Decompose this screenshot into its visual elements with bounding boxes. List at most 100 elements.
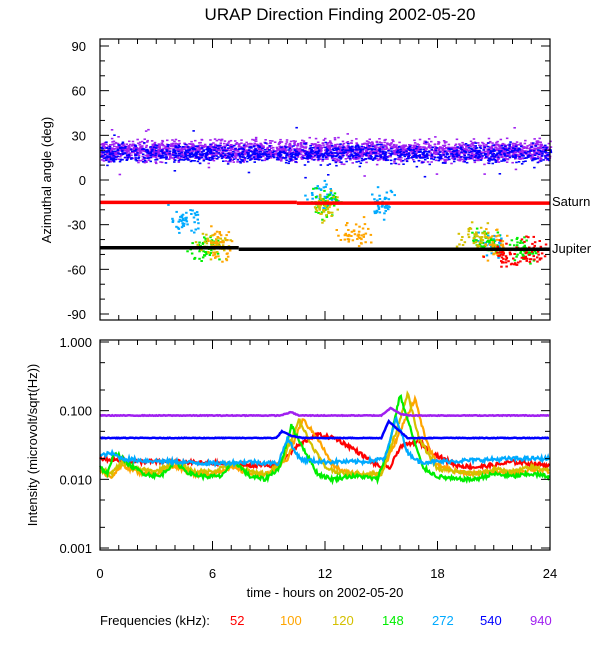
point: [408, 154, 411, 156]
point: [172, 149, 175, 152]
point: [474, 231, 478, 234]
point: [537, 150, 540, 152]
point: [522, 146, 525, 149]
point: [531, 153, 534, 156]
point: [174, 151, 177, 153]
point: [303, 150, 306, 152]
point: [534, 158, 538, 160]
point: [324, 146, 327, 149]
point: [328, 193, 331, 196]
point: [483, 163, 486, 166]
point: [357, 233, 360, 236]
point: [288, 158, 292, 160]
point: [414, 149, 417, 151]
point: [455, 155, 459, 158]
point: [533, 241, 537, 244]
point: [330, 189, 333, 192]
point: [200, 151, 204, 153]
point: [396, 149, 400, 151]
point: [106, 156, 110, 159]
point: [167, 203, 170, 206]
point: [125, 151, 128, 154]
point: [319, 148, 323, 150]
point: [229, 139, 233, 142]
point: [156, 154, 159, 156]
point: [378, 141, 382, 143]
point: [213, 138, 217, 140]
point: [329, 188, 332, 190]
point: [305, 157, 308, 160]
point: [523, 236, 526, 239]
point: [391, 139, 394, 141]
point: [475, 147, 479, 149]
point: [271, 152, 274, 155]
point: [319, 164, 323, 166]
point: [212, 233, 216, 236]
point: [328, 206, 331, 209]
point: [188, 143, 191, 145]
point: [198, 147, 201, 149]
point: [371, 159, 375, 161]
point: [160, 142, 163, 145]
point: [175, 154, 178, 157]
point: [390, 142, 393, 144]
point: [227, 140, 231, 143]
point: [276, 156, 279, 159]
point: [225, 252, 229, 255]
point: [269, 142, 272, 144]
point: [202, 149, 205, 151]
point: [166, 139, 169, 142]
point: [370, 153, 374, 155]
point: [452, 153, 455, 155]
point: [443, 144, 447, 147]
point: [118, 173, 122, 176]
point: [253, 145, 256, 148]
point: [387, 150, 390, 152]
point: [304, 142, 308, 145]
point: [306, 153, 309, 156]
point: [234, 149, 237, 152]
point: [481, 155, 484, 157]
point: [282, 147, 285, 149]
point: [412, 147, 415, 149]
point: [216, 251, 219, 253]
point: [463, 154, 466, 157]
point: [375, 163, 379, 166]
point: [499, 138, 503, 141]
ytick-label: 0.100: [59, 404, 92, 419]
point: [529, 258, 533, 261]
point: [506, 234, 509, 237]
point: [180, 151, 183, 154]
point: [190, 152, 193, 154]
point: [191, 148, 195, 151]
point: [358, 225, 361, 228]
point: [521, 241, 525, 244]
point: [397, 146, 401, 148]
point: [474, 146, 477, 148]
point: [455, 152, 459, 154]
point: [186, 250, 189, 253]
point: [460, 148, 464, 151]
point: [418, 146, 422, 148]
point: [368, 142, 371, 144]
point: [173, 144, 176, 146]
point: [293, 141, 296, 144]
point: [387, 152, 390, 154]
point: [243, 147, 246, 149]
point: [178, 154, 181, 157]
point: [539, 245, 543, 248]
legend-label: Frequencies (kHz):: [100, 613, 210, 628]
point: [497, 245, 501, 248]
point: [482, 142, 485, 145]
point: [456, 146, 459, 148]
point: [140, 159, 143, 162]
point: [196, 243, 199, 246]
point: [178, 142, 181, 145]
point: [389, 144, 392, 147]
point: [380, 143, 383, 146]
point: [401, 145, 404, 147]
point: [229, 149, 232, 152]
point: [184, 153, 187, 156]
point: [159, 150, 163, 152]
point: [496, 152, 500, 155]
